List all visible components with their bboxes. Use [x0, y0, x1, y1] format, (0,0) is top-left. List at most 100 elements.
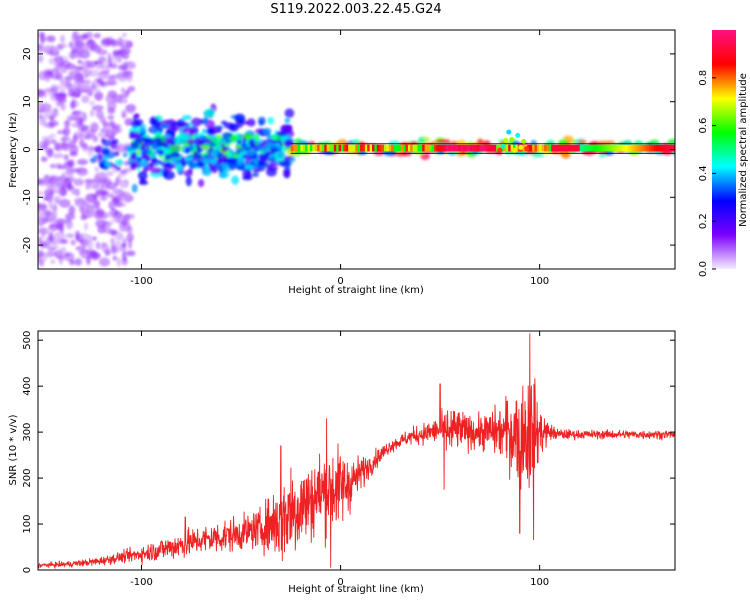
spectrogram-blob — [52, 153, 64, 159]
spectrogram-blob — [38, 44, 42, 50]
spectrogram-blob — [145, 148, 151, 154]
spectrogram-blob — [86, 88, 94, 97]
spectrogram-blob — [47, 71, 54, 76]
spectrogram-blob — [123, 193, 133, 203]
spectrogram-blob — [49, 205, 58, 212]
band-cell — [305, 144, 309, 152]
spectrogram-blob — [108, 134, 113, 141]
band-cell — [470, 144, 473, 152]
spectrogram-blob — [120, 39, 132, 50]
band-cell — [503, 137, 509, 143]
spectrogram-blob — [197, 179, 205, 188]
spectrogram-blob — [65, 167, 75, 178]
snr-ticks: -100 0 100 0 100 200 300 400 500 — [22, 331, 675, 588]
spectrogram-blob — [59, 137, 72, 142]
band-cell — [497, 147, 503, 153]
spectrogram-blob — [81, 95, 90, 104]
band-cell — [460, 144, 464, 152]
spectrogram-blob — [38, 260, 45, 267]
spectrogram-blob — [106, 178, 112, 186]
band-cell — [668, 144, 672, 152]
band-cell — [407, 144, 411, 152]
snr-frame — [37, 330, 676, 571]
spectrogram-band — [290, 129, 675, 154]
band-cell — [467, 144, 471, 152]
spectrogram-blob — [76, 113, 82, 119]
band-cell — [302, 144, 306, 152]
band-cell — [589, 144, 593, 152]
band-cell — [400, 144, 404, 152]
band-cell — [386, 144, 390, 152]
band-cell — [544, 144, 547, 152]
spectrogram-blob — [117, 202, 127, 207]
spectrogram-blob — [436, 139, 451, 144]
spectrogram-blob — [55, 182, 62, 189]
spectrogram-blob — [188, 143, 194, 152]
spectrogram-blob — [40, 181, 48, 187]
spectrogram-blob — [39, 241, 50, 249]
band-cell — [610, 144, 614, 152]
spectrogram-blob — [89, 109, 95, 117]
band-cell — [290, 144, 294, 152]
colorbar: 0.0 0.2 0.4 0.6 0.8 Normalized spectral ampl… — [698, 30, 749, 277]
spectrogram-blob — [417, 137, 426, 145]
spectrogram-blob — [64, 63, 77, 70]
spectrogram-blob — [126, 233, 134, 242]
spectrogram-blob — [56, 218, 66, 223]
band-cell — [618, 144, 622, 152]
spectrogram-blob — [50, 259, 56, 264]
band-cell — [601, 144, 605, 152]
band-cell — [319, 144, 323, 152]
spectrogram-blob — [284, 139, 293, 145]
spectrogram-blob — [44, 87, 56, 93]
spectrogram-blob — [65, 75, 75, 81]
spectrogram-blob — [114, 233, 125, 242]
spectrogram-blob — [546, 139, 555, 146]
spectrogram-blob — [186, 138, 196, 145]
band-cell — [427, 144, 430, 152]
spectrogram-blob — [115, 191, 124, 199]
spectrogram-x-axis-label: Height of straight line (km) — [288, 285, 424, 296]
spectrogram-blobs — [38, 30, 675, 267]
band-cell — [673, 144, 675, 152]
spectrogram-blob — [121, 243, 127, 248]
spectrogram-blob — [158, 149, 165, 156]
spectrogram-blob — [56, 57, 62, 64]
band-cell — [570, 144, 574, 152]
spectrogram-blob — [71, 98, 76, 108]
band-cell — [314, 144, 318, 152]
spectrogram-blob — [159, 119, 171, 125]
spectrogram-blob — [111, 216, 124, 223]
band-cell — [300, 144, 304, 152]
spectrogram-blob — [74, 258, 81, 266]
spectrogram-blob — [104, 221, 114, 226]
spectrogram-blob — [87, 240, 94, 251]
band-cell — [434, 144, 438, 152]
band-cell — [637, 144, 641, 152]
spectrogram-blob — [175, 164, 183, 172]
spectrogram-blob — [107, 90, 114, 97]
spectrogram-blob — [88, 234, 93, 243]
band-cell — [393, 144, 397, 152]
band-cell — [532, 144, 536, 152]
band-cell — [333, 144, 337, 152]
spectrogram-blob — [133, 113, 140, 119]
spectrogram-blob — [83, 42, 90, 49]
band-cell — [345, 144, 349, 152]
spectrogram-blob — [185, 176, 192, 187]
spectrogram-blob — [77, 59, 83, 65]
band-cell — [321, 144, 325, 152]
spectrogram-blob — [107, 114, 115, 121]
spectrogram-blob — [92, 135, 99, 142]
spectrogram-blob — [216, 140, 222, 148]
band-cell — [481, 144, 485, 152]
snr-y-tick-label: 500 — [22, 331, 33, 350]
band-cell — [484, 144, 488, 152]
spectrogram-blob — [193, 151, 198, 159]
spectrogram-blob — [70, 239, 76, 246]
spectrogram-blob — [285, 165, 290, 170]
band-cell — [615, 144, 619, 152]
spectrogram-blob — [67, 181, 72, 192]
spectrogram-blob — [86, 59, 91, 70]
